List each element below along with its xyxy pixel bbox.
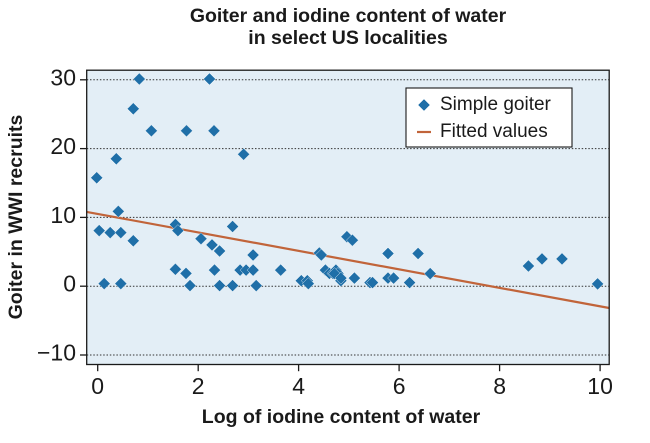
svg-text:0: 0 bbox=[63, 271, 76, 297]
svg-text:Goiter and iodine content of w: Goiter and iodine content of water bbox=[190, 5, 507, 27]
svg-text:Goiter in WWI recruits: Goiter in WWI recruits bbox=[5, 114, 27, 319]
svg-text:−10: −10 bbox=[37, 340, 76, 366]
svg-text:0: 0 bbox=[91, 373, 104, 399]
svg-text:20: 20 bbox=[50, 133, 76, 159]
svg-text:6: 6 bbox=[393, 373, 406, 399]
svg-text:Log of iodine content of water: Log of iodine content of water bbox=[202, 406, 481, 428]
svg-text:Fitted values: Fitted values bbox=[440, 121, 548, 142]
svg-text:30: 30 bbox=[50, 64, 76, 90]
svg-text:10: 10 bbox=[50, 202, 76, 228]
svg-text:10: 10 bbox=[587, 373, 613, 399]
svg-text:in select US localities: in select US localities bbox=[248, 27, 448, 49]
svg-text:2: 2 bbox=[192, 373, 205, 399]
svg-text:8: 8 bbox=[493, 373, 506, 399]
svg-text:4: 4 bbox=[292, 373, 305, 399]
svg-text:Simple goiter: Simple goiter bbox=[440, 94, 552, 115]
